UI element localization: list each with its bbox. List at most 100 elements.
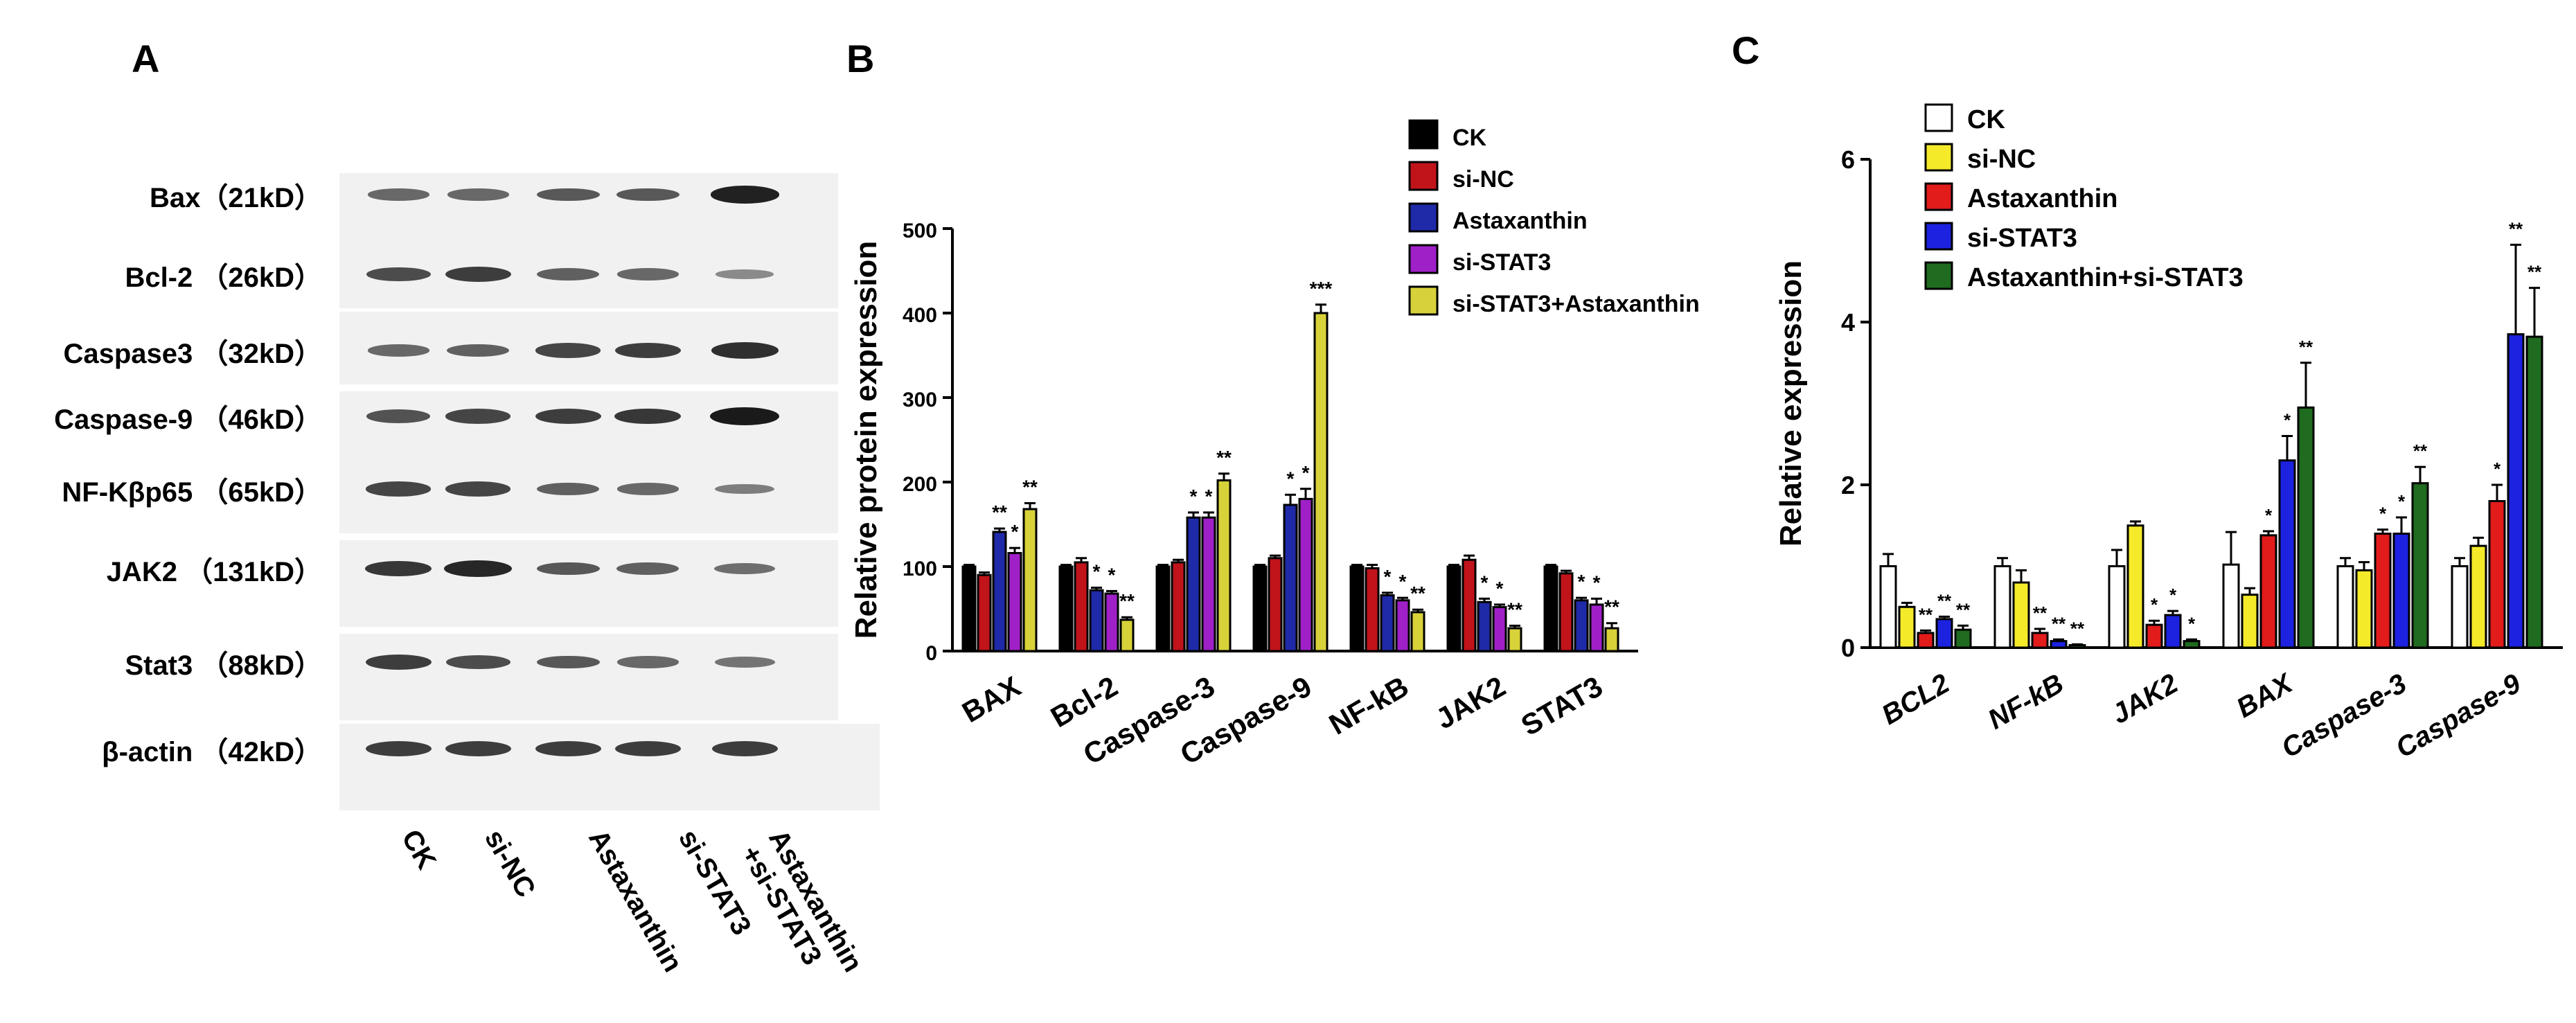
protein-band: [714, 657, 775, 668]
bar-si-stat3: [2050, 640, 2068, 649]
significance-mark: **: [1937, 590, 1952, 611]
legend-swatch: [1408, 119, 1439, 150]
significance-mark: *: [2398, 491, 2406, 512]
protein-label: JAK2 （131kD）: [106, 557, 322, 587]
category-label: BCL2: [1876, 668, 1954, 731]
protein-band: [616, 483, 679, 495]
legend-label: CK: [1453, 125, 1487, 151]
y-tick-label: 0: [925, 642, 937, 665]
significance-mark: **: [1919, 604, 1933, 625]
bar-astaxanthin: [1917, 632, 1935, 649]
bar-ck: [1349, 565, 1365, 652]
bar-astaxanthin: [2488, 500, 2506, 649]
protein-band: [715, 483, 774, 495]
category-label: Caspase-9: [2390, 668, 2526, 764]
legend-swatch: [1408, 161, 1439, 191]
legend-label: Astaxanthin: [1967, 184, 2117, 213]
bar-ck: [1446, 565, 1462, 652]
legend-label: si-NC: [1453, 166, 1514, 193]
legend-swatch: [1408, 244, 1439, 274]
significance-mark: **: [2299, 337, 2313, 357]
bar-si-stat3: [2507, 333, 2525, 649]
legend-swatch: [1408, 202, 1439, 233]
protein-band: [616, 268, 679, 281]
bar-si-nc: [1171, 561, 1186, 652]
legend-swatch: [1408, 285, 1439, 316]
significance-mark: **: [2413, 441, 2428, 461]
protein-band: [445, 409, 510, 424]
protein-band: [711, 741, 778, 756]
legend-label: si-STAT3: [1967, 224, 2077, 253]
protein-band: [614, 741, 681, 756]
bar-si-nc: [1898, 605, 1916, 649]
lane-label: si-NC: [479, 824, 542, 902]
bar-ck: [1879, 565, 1897, 649]
bar-ck: [1252, 565, 1268, 652]
bar-si-stat3: [2392, 533, 2410, 649]
bar-si-stat3: [1395, 599, 1410, 652]
y-tick-label: 6: [1841, 145, 1855, 174]
protein-band: [447, 344, 509, 357]
lane-label: Astaxanthin +si-STAT3: [735, 824, 869, 977]
category-label: NF-kB: [1324, 670, 1414, 741]
significance-mark: **: [1119, 590, 1135, 612]
protein-band: [710, 186, 779, 204]
significance-mark: **: [2033, 603, 2048, 623]
bar-astaxanthin-si-stat3: [2068, 643, 2086, 649]
legend-label: si-NC: [1967, 145, 2036, 174]
protein-band: [367, 188, 429, 201]
bar-si-nc: [2241, 594, 2259, 649]
bar-astaxanthin-si-stat3: [1954, 628, 1972, 649]
protein-band: [616, 562, 679, 575]
protein-band: [716, 269, 774, 279]
bar-si-stat3: [2278, 459, 2296, 649]
protein-band: [536, 562, 600, 576]
blot-strip: [339, 634, 838, 720]
bar-astaxanthin: [1380, 594, 1395, 652]
protein-band: [536, 188, 600, 202]
protein-band: [445, 267, 511, 282]
bar-astaxanthin-si-stat3: [2183, 640, 2201, 649]
protein-band: [445, 741, 511, 756]
significance-mark: *: [2169, 585, 2177, 605]
panel-letter-b: B: [846, 37, 875, 80]
protein-band: [535, 409, 601, 424]
bar-si-stat3-astaxanthin: [1022, 508, 1038, 652]
bar-ck: [1543, 565, 1558, 652]
protein-band: [444, 560, 512, 578]
bar-astaxanthin: [2374, 533, 2392, 649]
protein-band: [365, 560, 432, 577]
protein-band: [537, 268, 599, 281]
significance-mark: **: [1216, 447, 1232, 468]
protein-band: [535, 343, 601, 358]
bar-astaxanthin: [2031, 632, 2049, 649]
bar-si-nc: [1462, 558, 1477, 652]
lane-label: Astaxanthin: [583, 824, 689, 977]
significance-mark: *: [1205, 486, 1213, 507]
significance-mark: *: [1302, 462, 1310, 483]
bar-ck: [2222, 563, 2240, 649]
protein-band: [367, 344, 429, 357]
panel-letter-a: A: [132, 37, 160, 80]
legend-swatch: [1924, 182, 1953, 211]
legend-label: si-STAT3+Astaxanthin: [1453, 291, 1700, 317]
significance-mark: **: [2052, 613, 2066, 634]
y-tick-label: 300: [903, 389, 937, 411]
category-label: Caspase-3: [2276, 668, 2411, 764]
bar-astaxanthin: [1089, 589, 1104, 652]
bar-astaxanthin: [992, 531, 1007, 652]
bar-ck: [961, 565, 977, 652]
blot-strip: [339, 540, 838, 627]
bar-ck: [1993, 565, 2011, 649]
significance-mark: **: [1507, 598, 1522, 620]
bar-si-nc: [1074, 561, 1089, 652]
significance-mark: *: [2284, 410, 2291, 431]
protein-band: [366, 409, 430, 423]
significance-mark: *: [1287, 468, 1295, 489]
significance-mark: **: [992, 501, 1007, 523]
significance-mark: *: [1384, 566, 1392, 587]
y-axis-label: Relative expression: [1774, 260, 1808, 546]
significance-mark: *: [1399, 571, 1407, 592]
bar-ck: [1155, 565, 1171, 652]
y-tick-label: 4: [1841, 308, 1855, 337]
